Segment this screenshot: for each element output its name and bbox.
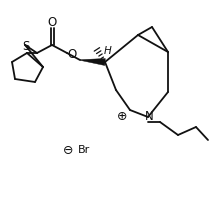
Text: O: O [67, 47, 77, 60]
Text: O: O [47, 16, 57, 29]
Polygon shape [80, 59, 105, 66]
Text: N: N [145, 109, 153, 122]
Text: Br: Br [78, 145, 90, 155]
Text: ⊕: ⊕ [117, 110, 127, 123]
Text: S: S [22, 39, 30, 52]
Text: ⊖: ⊖ [63, 143, 73, 156]
Text: H: H [104, 46, 112, 56]
